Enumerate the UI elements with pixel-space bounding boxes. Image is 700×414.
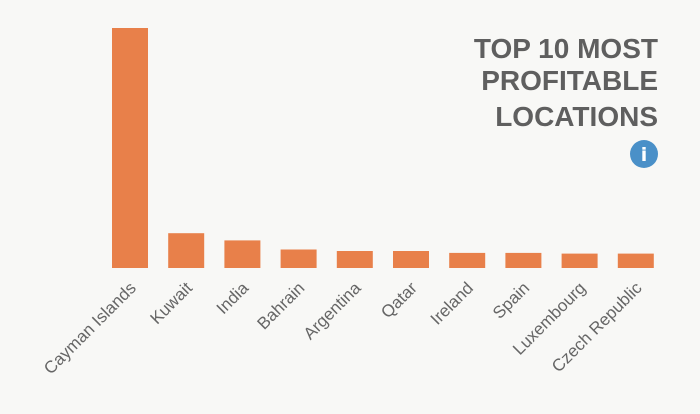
tick-label-spain: Spain [489, 278, 533, 322]
bar-spain [505, 252, 542, 268]
x-axis-tick-labels: Cayman Islands Kuwait India BahrainArgentin… [40, 278, 646, 378]
info-button[interactable]: i [630, 140, 658, 168]
bar-cayman-islands [112, 28, 148, 268]
chart-title-line-3: LOCATIONS [495, 101, 658, 132]
bar-qatar [393, 251, 429, 268]
tick-label-argentina: Argentina [300, 278, 365, 343]
tick-label-bahrain: Bahrain [254, 278, 309, 333]
bar-kuwait [168, 233, 205, 268]
info-icon[interactable] [630, 140, 658, 168]
bar-czech-republic [617, 253, 654, 268]
chart-title: TOP 10 MOST PROFITABLE LOCATIONS [474, 33, 658, 132]
bar-bahrain [280, 249, 317, 268]
bar-india [224, 240, 261, 268]
bars [112, 28, 654, 268]
bar-argentina [336, 251, 373, 268]
tick-label-ireland: Ireland [427, 278, 477, 328]
tick-label-cayman-islands: Cayman Islands [40, 278, 140, 378]
chart-title-line-2: PROFITABLE [481, 65, 658, 96]
tick-label-kuwait: Kuwait [147, 278, 197, 328]
chart-title-line-1: TOP 10 MOST [474, 33, 658, 64]
info-icon-glyph: i [641, 144, 648, 166]
tick-label-qatar: Qatar [377, 278, 421, 322]
bar-ireland [449, 252, 486, 268]
bar-luxembourg [561, 253, 598, 268]
tick-label-india: India [213, 278, 253, 318]
